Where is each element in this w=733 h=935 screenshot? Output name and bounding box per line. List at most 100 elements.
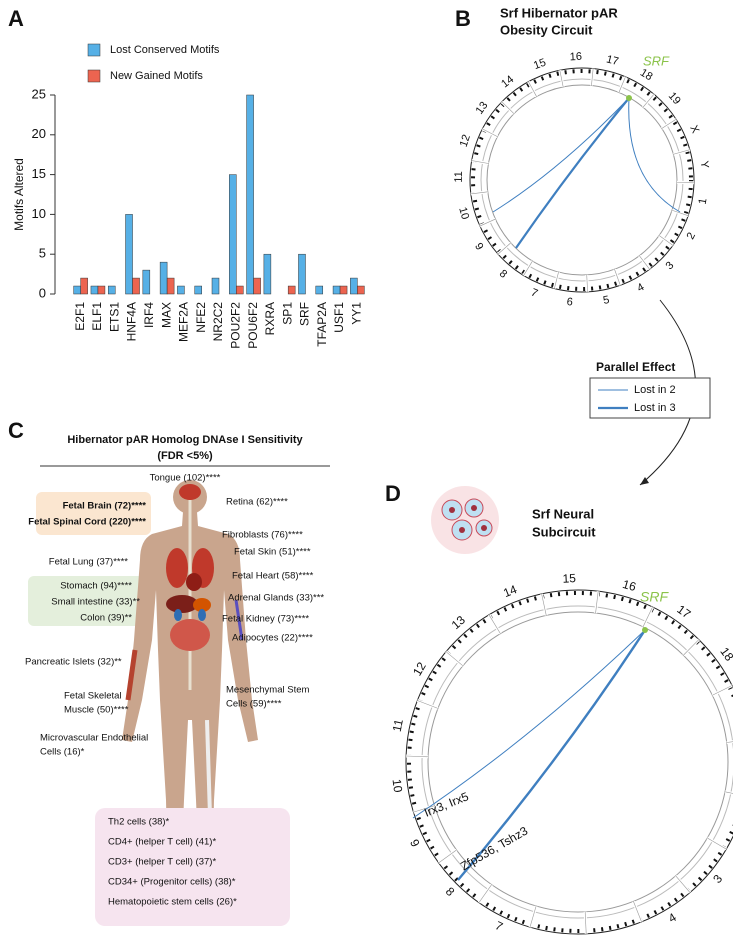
cell-label: CD3+ (helper T cell) (37)* bbox=[108, 857, 216, 868]
chromosome-label: 8 bbox=[443, 884, 458, 899]
cell-label: Hematopoietic stem cells (26)* bbox=[108, 897, 237, 908]
y-tick-label: 25 bbox=[32, 86, 46, 101]
chromosome-divider bbox=[559, 70, 564, 87]
chromosome-divider bbox=[633, 901, 642, 922]
y-tick-label: 10 bbox=[32, 206, 46, 221]
tissue-label: Stomach (94)**** bbox=[60, 581, 132, 592]
tissue-label: Cells (59)**** bbox=[226, 699, 282, 710]
x-tick-label: USF1 bbox=[332, 302, 346, 333]
tissue-label: Mesenchymal Stem bbox=[226, 685, 310, 696]
tissue-label: Fetal Brain (72)**** bbox=[63, 501, 147, 512]
x-tick-label: MAX bbox=[159, 302, 173, 328]
chromosome-label: 7 bbox=[529, 287, 539, 300]
chromosome-divider bbox=[470, 191, 488, 195]
chromosome-divider bbox=[712, 685, 733, 696]
chromosome-label: 18 bbox=[717, 645, 733, 664]
chromosome-label: 16 bbox=[569, 51, 582, 64]
circuit-title: Obesity Circuit bbox=[500, 22, 593, 37]
circuit-title: Srf Neural bbox=[532, 506, 594, 521]
chromosome-divider bbox=[417, 700, 439, 709]
chromosome-divider bbox=[683, 639, 700, 656]
bar bbox=[80, 277, 88, 295]
kidney bbox=[174, 609, 182, 621]
chromosome-divider bbox=[528, 81, 537, 97]
gene-dot bbox=[626, 95, 632, 101]
chromosome-label: 19 bbox=[666, 90, 683, 107]
chromosome-label: 4 bbox=[666, 910, 679, 926]
chromosome-label: 3 bbox=[664, 259, 677, 272]
chromosome-label: 12 bbox=[410, 659, 429, 678]
x-tick-label: SRF bbox=[298, 302, 312, 326]
x-tick-label: RXRA bbox=[263, 302, 277, 335]
bar bbox=[339, 285, 348, 295]
cell-label: CD4+ (helper T cell) (41)* bbox=[108, 837, 216, 848]
chromosome-divider bbox=[675, 875, 691, 893]
bar bbox=[159, 261, 168, 295]
chromosome-label: 17 bbox=[605, 53, 620, 68]
chromosome-label: 4 bbox=[635, 281, 646, 294]
tissue-label: Fetal Heart (58)**** bbox=[232, 571, 314, 582]
bar bbox=[90, 285, 99, 295]
bar bbox=[166, 277, 175, 295]
bar bbox=[315, 285, 324, 295]
gene-label: SRF bbox=[643, 53, 670, 68]
heart bbox=[186, 573, 202, 591]
tissue-label: Small intestine (33)** bbox=[51, 597, 140, 608]
tissue-label: Cells (16)* bbox=[40, 747, 85, 758]
chromosome-label: 7 bbox=[493, 918, 505, 934]
chromosome-divider bbox=[618, 76, 626, 93]
chromosome-label: X bbox=[687, 124, 701, 136]
x-tick-label: SP1 bbox=[280, 302, 294, 325]
stomach bbox=[193, 598, 211, 612]
highlight-box bbox=[28, 576, 152, 626]
chromosome-label: 5 bbox=[602, 294, 610, 307]
chromosome-divider bbox=[523, 260, 533, 276]
bar bbox=[73, 285, 81, 295]
panel-subtitle: (FDR <5%) bbox=[157, 450, 213, 462]
tissue-label: Fetal Skeletal bbox=[64, 691, 122, 702]
tissue-label: Adipocytes (22)**** bbox=[232, 633, 313, 644]
chromosome-label: 15 bbox=[532, 57, 548, 72]
chromosome-label: 10 bbox=[390, 778, 406, 793]
x-tick-label: IRF4 bbox=[142, 302, 156, 328]
link bbox=[457, 629, 647, 881]
panel-title: Hibernator pAR Homolog DNAse I Sensitivi… bbox=[67, 434, 303, 446]
x-tick-label: E2F1 bbox=[73, 302, 87, 331]
chromosome-label: 6 bbox=[566, 296, 573, 309]
chromosome-divider bbox=[614, 269, 621, 286]
liver bbox=[166, 595, 198, 613]
circuit-title: Subcircuit bbox=[532, 524, 596, 539]
x-tick-label: POU6F2 bbox=[246, 302, 260, 349]
chromosome-divider bbox=[501, 101, 515, 114]
bar bbox=[125, 214, 133, 295]
kidney bbox=[198, 609, 206, 621]
chromosome-label: 13 bbox=[474, 100, 491, 117]
y-tick-label: 15 bbox=[32, 166, 46, 181]
bar bbox=[194, 285, 202, 295]
chromosome-divider bbox=[554, 271, 559, 289]
y-tick-label: 5 bbox=[39, 246, 46, 261]
y-axis-label: Motifs Altered bbox=[12, 158, 26, 231]
tissue-label: Tongue (102)**** bbox=[150, 473, 221, 484]
chromosome-divider bbox=[488, 614, 501, 634]
gene-label: Zfp536, Tshz3 bbox=[458, 823, 530, 873]
chromosome-divider bbox=[595, 591, 599, 614]
cells-box bbox=[95, 808, 290, 926]
chromosome-divider bbox=[584, 911, 587, 934]
chromosome-label: 11 bbox=[453, 171, 465, 183]
tissue-label: Fetal Lung (37)**** bbox=[49, 557, 129, 568]
chromosome-label: 18 bbox=[638, 67, 655, 84]
chromosome-label: 14 bbox=[501, 582, 519, 600]
arrow-head bbox=[640, 477, 649, 485]
chromosome-divider bbox=[406, 755, 429, 758]
ring-outer bbox=[405, 589, 733, 935]
chromosome-label: 12 bbox=[458, 133, 473, 148]
chromosome-label: 10 bbox=[456, 206, 471, 221]
chromosome-label: 2 bbox=[685, 231, 698, 242]
legend-swatch bbox=[87, 69, 101, 83]
chromosome-divider bbox=[639, 255, 650, 270]
panel-label: A bbox=[8, 6, 24, 31]
legend-label: Lost Conserved Motifs bbox=[110, 44, 220, 56]
